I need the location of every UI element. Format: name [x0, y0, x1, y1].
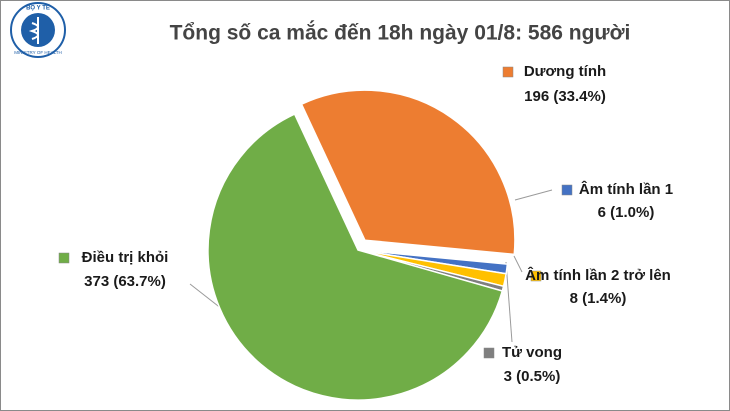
- pie-slice: [207, 113, 504, 401]
- leader-line: [513, 255, 523, 273]
- category-label: Điều trị khỏi: [82, 249, 169, 266]
- category-label: Âm tính lần 1: [579, 180, 673, 198]
- leader-line: [505, 261, 513, 343]
- label-swatch: [561, 184, 573, 196]
- logo-top-text: BỘ Y TẾ: [26, 4, 50, 12]
- category-label: Tử vong: [502, 344, 562, 361]
- category-label: Dương tính: [524, 63, 606, 80]
- chart-title: Tổng số ca mắc đến 18h ngày 01/8: 586 ng…: [170, 21, 631, 45]
- value-label: 196 (33.4%): [524, 88, 606, 105]
- logo: BỘ Y TẾ MINISTRY OF HEALTH: [10, 2, 66, 58]
- leader-line: [514, 189, 553, 201]
- pie-slice: [300, 89, 516, 256]
- value-label: 373 (63.7%): [84, 273, 166, 290]
- logo-symbol: [28, 17, 39, 44]
- label-swatch: [530, 270, 542, 282]
- value-label: 6 (1.0%): [598, 204, 655, 221]
- logo-bottom-text: MINISTRY OF HEALTH: [14, 50, 62, 55]
- value-label: 8 (1.4%): [570, 290, 627, 307]
- label-swatch: [58, 252, 70, 264]
- label-swatch: [502, 66, 514, 78]
- value-label: 3 (0.5%): [504, 368, 561, 385]
- category-label: Âm tính lần 2 trở lên: [525, 266, 671, 284]
- label-swatch: [483, 347, 495, 359]
